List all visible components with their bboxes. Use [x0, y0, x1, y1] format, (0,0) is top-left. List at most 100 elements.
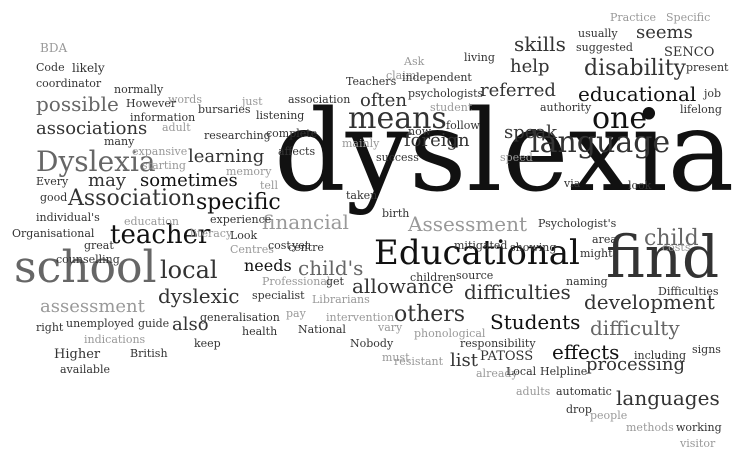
word: Students: [490, 310, 581, 334]
word: words: [168, 93, 202, 106]
word: needs: [244, 256, 292, 275]
word: available: [60, 363, 110, 376]
word: adults: [516, 385, 551, 398]
word: responsibility: [460, 337, 536, 350]
word: list: [450, 350, 478, 371]
word: Association: [68, 186, 196, 211]
word: listening: [256, 109, 305, 122]
word: help: [510, 56, 550, 77]
word: mitigated: [454, 239, 508, 252]
word: signs: [692, 343, 721, 356]
word: Ask: [404, 55, 425, 68]
word: association: [288, 93, 351, 106]
word: Higher: [54, 347, 101, 362]
word: independent: [402, 71, 472, 84]
word: Local: [506, 365, 537, 378]
word: intervention: [326, 311, 395, 324]
word: suggested: [576, 41, 633, 54]
word: guide: [138, 317, 170, 330]
word: Assessment: [408, 212, 528, 236]
word: birth: [382, 207, 410, 220]
word: showing: [510, 241, 557, 254]
word: difficulty: [590, 316, 680, 340]
word: specialist: [252, 289, 305, 302]
word: normally: [114, 83, 164, 96]
word: Look: [230, 229, 258, 242]
word: difficulties: [464, 280, 571, 304]
word: resistant: [394, 355, 444, 368]
word: just: [242, 95, 263, 108]
word: children: [410, 271, 457, 284]
word: memory: [226, 165, 272, 178]
word: sometimes: [140, 170, 238, 191]
word: Professional: [262, 275, 331, 288]
word: complete: [266, 127, 318, 140]
word: learning: [188, 146, 265, 167]
word: adult: [162, 121, 191, 134]
word: speed: [500, 151, 533, 164]
word: referred: [480, 80, 556, 101]
word: teacher: [110, 220, 211, 250]
word: Teachers: [346, 75, 397, 88]
word: claim: [386, 69, 417, 82]
word: visitor: [680, 437, 716, 450]
word: counselling: [56, 253, 120, 266]
word: school: [14, 242, 157, 293]
word: pay: [286, 307, 306, 320]
word: automatic: [556, 385, 612, 398]
word: keep: [194, 337, 221, 350]
word: However: [126, 97, 177, 110]
word: Specific: [666, 11, 711, 24]
word: via: [564, 177, 581, 190]
word: Organisational: [12, 227, 95, 240]
word: cost: [268, 239, 291, 252]
word: including: [634, 349, 687, 362]
word: must: [382, 351, 410, 364]
word: Librarians: [312, 293, 370, 306]
word: follow: [446, 119, 480, 132]
word: Practice: [610, 11, 656, 24]
word: disability: [584, 56, 686, 81]
word: right: [36, 321, 64, 334]
word: people: [590, 409, 628, 422]
word: starting: [142, 159, 186, 172]
word: Every: [36, 175, 69, 188]
word: source: [456, 269, 494, 282]
word: Nobody: [350, 337, 394, 350]
word: dyslexia: [274, 87, 735, 217]
word: others: [394, 302, 466, 327]
word: expansive: [132, 145, 188, 158]
word: skills: [514, 32, 566, 56]
word: usually: [578, 27, 618, 40]
word: drop: [566, 403, 592, 416]
word: financial: [262, 210, 349, 234]
word: effects: [552, 340, 620, 364]
word: literacy: [190, 227, 233, 240]
word: associations: [36, 118, 148, 139]
word: Dyslexia: [36, 145, 156, 178]
word: foreign: [404, 130, 470, 151]
word: might: [580, 247, 613, 260]
word: affects: [278, 145, 316, 158]
word: now: [408, 125, 432, 138]
word: authority: [540, 101, 592, 114]
word: working: [676, 421, 722, 434]
word: area: [592, 233, 617, 246]
word: Psychologist's: [538, 217, 617, 230]
word: Difficulties: [658, 285, 719, 298]
word: possible: [36, 92, 119, 116]
word: one: [592, 101, 648, 136]
word: unemployed: [66, 317, 135, 330]
word: phonological: [414, 327, 486, 340]
word: Code: [36, 61, 65, 74]
word: local: [160, 256, 218, 284]
word: seems: [636, 22, 693, 43]
word: also: [172, 314, 209, 335]
word: may: [88, 170, 126, 191]
word: means: [348, 101, 447, 136]
word: National: [298, 323, 346, 336]
word: living: [464, 51, 495, 64]
word: languages: [616, 386, 720, 410]
word: information: [130, 111, 196, 124]
word: vary: [378, 321, 403, 334]
